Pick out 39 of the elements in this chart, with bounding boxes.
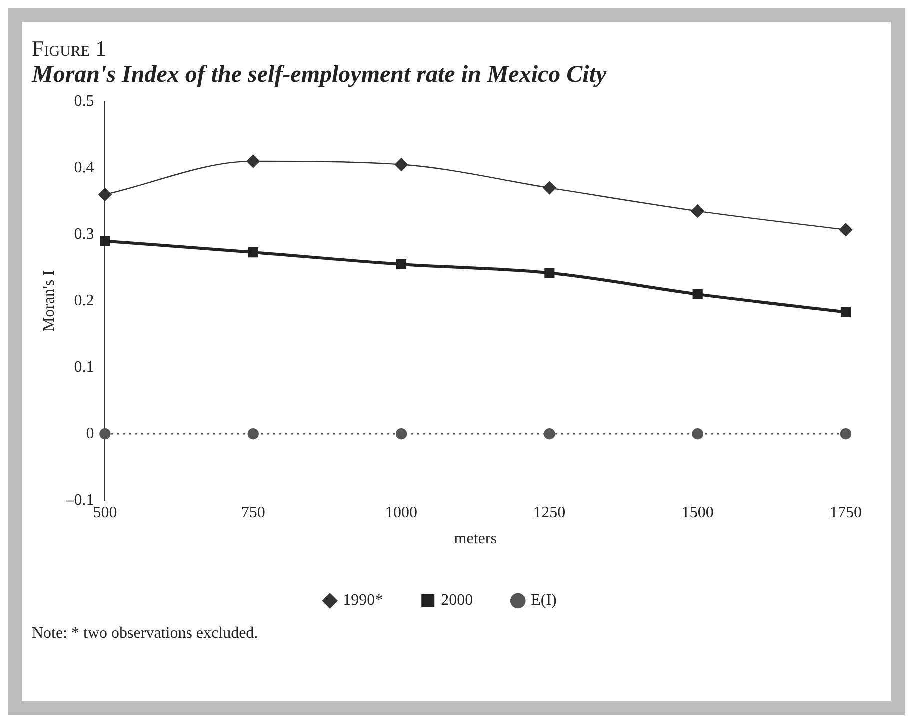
point [100, 236, 110, 246]
legend-label: E(I) [531, 592, 557, 610]
y-tick-label: 0.2 [74, 292, 94, 310]
point [544, 428, 556, 440]
x-tick-label: 500 [93, 504, 118, 522]
point [248, 428, 259, 440]
point [692, 428, 704, 440]
point [396, 259, 407, 270]
point [98, 188, 112, 202]
legend-label: 2000 [441, 592, 474, 610]
x-tick-label: 750 [241, 504, 266, 522]
chart-title: Figure 1 [32, 36, 108, 62]
y-tick-label: 0.5 [74, 92, 94, 110]
point [246, 154, 260, 168]
point [839, 223, 853, 237]
x-axis-title: meters [454, 530, 497, 548]
legend-label: 1990* [343, 592, 384, 610]
y-tick-label: –0.1 [65, 492, 94, 509]
point [248, 248, 258, 258]
point [691, 204, 704, 218]
text: Note: * two observations excluded. [31, 624, 260, 644]
point [692, 289, 703, 300]
point [544, 268, 555, 278]
y-axis-title: Moran's I [40, 270, 58, 332]
point [396, 428, 408, 440]
y-tick-label: 0.1 [74, 358, 94, 376]
x-tick-label: 1250 [534, 504, 566, 522]
x-tick-label: 1000 [386, 504, 418, 522]
x-tick-label: 1500 [682, 504, 714, 522]
point [543, 181, 556, 195]
point [394, 158, 408, 172]
point [840, 307, 852, 318]
chart-subtitle: Moran's Index of the self-employment rate in Mexico City [32, 62, 608, 89]
y-tick-label: 0 [86, 425, 94, 442]
y-tick-label: 0.4 [74, 159, 94, 176]
point [840, 428, 852, 440]
y-tick-label: 0.3 [74, 226, 94, 243]
point [100, 428, 111, 440]
x-tick-label: 1750 [830, 504, 862, 522]
